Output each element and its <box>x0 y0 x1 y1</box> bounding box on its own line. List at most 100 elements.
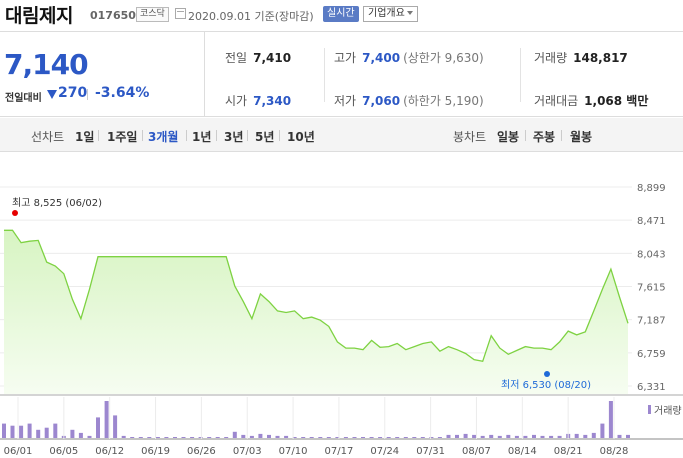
volume-bar <box>361 437 365 438</box>
lower-limit: (하한가 5,190) <box>403 94 484 108</box>
candle-chart-title: 봉차트 <box>453 130 487 144</box>
price-area <box>4 230 628 394</box>
volume-bar <box>27 423 32 438</box>
x-tick-label: 06/19 <box>141 446 170 457</box>
period-1y[interactable]: 1년 <box>192 130 212 144</box>
prev-close-value: 7,410 <box>253 51 292 65</box>
volume-bar <box>138 437 143 438</box>
volume-bar <box>309 437 314 438</box>
calendar-icon <box>175 8 186 19</box>
amount-item: 거래대금 1,068 백만 <box>534 92 648 109</box>
volume-bar <box>429 437 434 438</box>
volume-label: 거래량 <box>534 51 568 65</box>
volume-bar <box>480 435 485 438</box>
volume-bar <box>155 437 160 438</box>
current-price: 7,140 <box>4 48 89 81</box>
x-tick-label: 06/05 <box>49 446 78 457</box>
price-chart[interactable]: 8,899 8,471 8,043 7,615 7,187 6,759 6,331 최고 8… <box>0 153 683 458</box>
stock-code: 017650 <box>90 9 136 22</box>
company-overview-label: 기업개요 <box>368 8 405 19</box>
volume-bar <box>181 437 186 438</box>
volume-bar <box>386 437 391 438</box>
x-tick-label: 08/07 <box>462 446 491 457</box>
volume-value: 148,817 <box>573 51 628 65</box>
high-label: 고가 <box>334 51 357 65</box>
y-tick-label: 8,043 <box>637 249 666 260</box>
volume-bar <box>173 437 177 438</box>
x-tick-label: 07/03 <box>233 446 262 457</box>
quote-panel: 7,140 전일대비 270 -3.64% 전일 7,410 시가 7,340 고가… <box>0 31 683 117</box>
volume-bar <box>130 437 135 438</box>
divider <box>520 48 521 102</box>
volume-bar <box>378 437 383 438</box>
volume-bar <box>591 432 596 438</box>
volume-bar <box>36 429 41 438</box>
high-item: 고가 7,400 (상한가 9,630) <box>334 49 484 66</box>
divider <box>98 130 99 141</box>
high-annotation: 최고 8,525 (06/02) <box>12 197 102 209</box>
prev-close-item: 전일 7,410 <box>225 49 291 66</box>
y-tick-label: 6,331 <box>637 382 666 393</box>
period-10y[interactable]: 10년 <box>287 130 315 144</box>
volume-bar <box>497 435 502 438</box>
volume-bar <box>215 437 220 438</box>
period-1d[interactable]: 1일 <box>75 130 95 144</box>
period-3y[interactable]: 3년 <box>224 130 244 144</box>
change-label: 전일대비 <box>5 93 42 104</box>
volume-bar <box>463 433 468 438</box>
period-1w[interactable]: 1주일 <box>107 130 138 144</box>
volume-bar <box>224 437 229 438</box>
candle-weekly[interactable]: 주봉 <box>533 130 556 144</box>
period-3m[interactable]: 3개월 <box>148 130 179 144</box>
divider <box>279 130 280 141</box>
volume-bar <box>53 423 58 438</box>
volume-item: 거래량 148,817 <box>534 49 628 66</box>
x-tick-label: 07/17 <box>325 446 354 457</box>
company-overview-button[interactable]: 기업개요 <box>363 6 418 22</box>
low-item: 저가 7,060 (하한가 5,190) <box>334 92 484 109</box>
volume-bar <box>446 434 451 438</box>
chevron-down-icon <box>406 11 413 15</box>
candle-monthly[interactable]: 월봉 <box>570 130 593 144</box>
market-badge: 코스닥 <box>136 7 169 22</box>
volume-bar <box>395 437 400 438</box>
volume-bar <box>292 437 297 438</box>
candle-daily[interactable]: 일봉 <box>497 130 520 144</box>
y-tick-label: 6,759 <box>637 349 666 360</box>
low-annotation: 최저 6,530 (08/20) <box>501 379 591 391</box>
y-tick-label: 8,899 <box>637 183 666 194</box>
volume-bar <box>232 431 237 438</box>
volume-bar <box>104 401 109 438</box>
y-tick-label: 8,471 <box>637 216 666 227</box>
period-5y[interactable]: 5년 <box>255 130 275 144</box>
volume-bar <box>87 435 92 438</box>
stock-name[interactable]: 대림제지 <box>5 5 73 27</box>
amount-value: 1,068 백만 <box>584 94 649 108</box>
volume-bar <box>600 423 605 438</box>
volume-bar <box>335 437 340 438</box>
x-tick-label: 07/10 <box>279 446 308 457</box>
volume-bar <box>343 437 348 438</box>
open-value: 7,340 <box>253 94 292 108</box>
volume-bar <box>557 435 562 438</box>
divider <box>186 130 187 141</box>
volume-bar <box>403 437 408 438</box>
volume-bar <box>78 432 83 438</box>
low-label: 저가 <box>334 94 357 108</box>
realtime-button[interactable]: 실시간 <box>323 6 359 22</box>
down-arrow-icon <box>47 90 57 99</box>
volume-bar <box>626 434 630 438</box>
volume-bars: 거래량 <box>2 401 682 438</box>
volume-bar <box>617 434 622 438</box>
volume-bar <box>489 434 494 438</box>
volume-bar <box>472 434 477 438</box>
x-tick-label: 07/31 <box>416 446 445 457</box>
volume-bar <box>284 435 289 438</box>
volume-bar <box>608 401 613 438</box>
x-axis: 06/01 06/05 06/12 06/19 06/26 07/03 07/10 07/17… <box>4 397 629 457</box>
volume-bar <box>2 423 6 438</box>
volume-bar <box>412 437 417 438</box>
x-tick-label: 08/28 <box>600 446 629 457</box>
volume-bar <box>198 437 203 438</box>
upper-limit: (상한가 9,630) <box>403 51 484 65</box>
